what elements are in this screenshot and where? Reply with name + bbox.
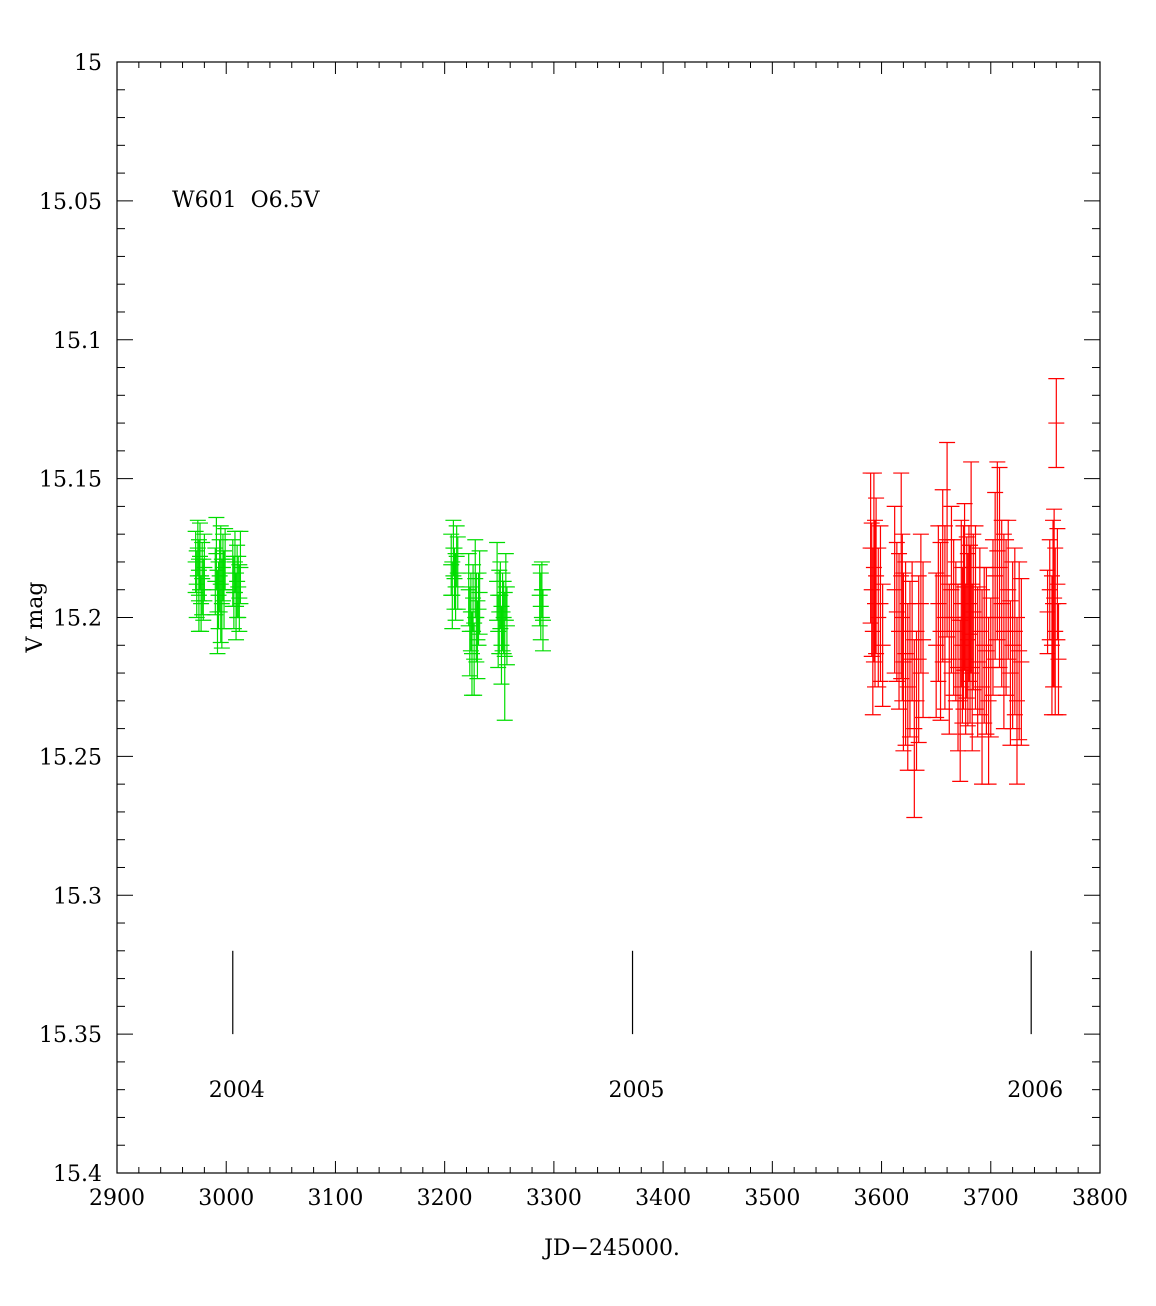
data-point — [965, 533, 982, 691]
data-point — [912, 533, 929, 674]
y-tick-label: 15.1 — [53, 329, 102, 354]
data-point — [1006, 547, 1023, 716]
x-tick-label: 3400 — [635, 1186, 691, 1211]
data-point — [872, 525, 889, 682]
y-tick-label: 15 — [74, 51, 102, 76]
data-point — [1002, 600, 1019, 746]
data-point — [446, 547, 463, 610]
data-point — [998, 539, 1015, 696]
data-point — [1048, 378, 1065, 469]
year-markers: 2004 2005 2006 — [209, 950, 1063, 1103]
data-point — [1011, 561, 1028, 741]
data-point — [993, 519, 1010, 688]
data-point — [908, 630, 925, 771]
data-point — [893, 472, 910, 680]
x-tick-label: 3500 — [744, 1186, 800, 1211]
data-point — [980, 616, 997, 785]
data-point — [1049, 528, 1066, 641]
y-tick-label: 15.35 — [39, 1023, 102, 1048]
data-point — [534, 589, 551, 652]
series-2 — [862, 378, 1067, 819]
data-point — [231, 564, 248, 632]
data-point — [498, 586, 515, 666]
data-point — [959, 553, 976, 727]
data-point — [192, 522, 209, 591]
data-point — [470, 572, 487, 646]
x-tick-label: 3800 — [1072, 1186, 1128, 1211]
data-point — [228, 572, 245, 641]
data-point — [934, 489, 951, 663]
data-point — [930, 525, 947, 682]
data-point — [1013, 578, 1030, 746]
data-point — [1000, 519, 1017, 660]
axis-ticks — [116, 61, 1101, 1174]
y-tick-label: 15.3 — [53, 884, 102, 909]
data-point — [870, 547, 887, 688]
data-point — [212, 525, 229, 644]
x-tick-label: 3700 — [963, 1186, 1019, 1211]
data-point — [941, 583, 958, 735]
year-marker-label: 2004 — [209, 1078, 265, 1103]
data-point — [874, 583, 891, 707]
y-tick-label: 15.25 — [39, 745, 102, 770]
data-point — [906, 639, 923, 819]
data-point — [230, 555, 247, 619]
y-axis-label: V mag — [23, 582, 48, 654]
data-point — [895, 572, 912, 752]
data-point — [232, 530, 249, 605]
x-tick-label: 3100 — [307, 1186, 363, 1211]
data-point — [928, 572, 945, 719]
data-point — [865, 472, 882, 663]
data-point — [915, 561, 932, 719]
data-point — [943, 505, 960, 674]
data-point — [987, 491, 1004, 660]
y-tick-labels: 15 15.05 15.1 15.15 15.2 15.25 15.3 15.35 15.4 — [39, 51, 102, 1187]
data-point — [532, 572, 549, 641]
data-point — [976, 566, 993, 724]
data-point — [496, 591, 513, 721]
data-point — [991, 466, 1008, 669]
year-marker-label: 2005 — [609, 1078, 665, 1103]
data-point — [196, 533, 213, 602]
data-point — [868, 497, 885, 655]
series-1 — [187, 516, 551, 721]
y-tick-label: 15.05 — [39, 190, 102, 215]
data-point — [1004, 561, 1021, 730]
data-point — [863, 522, 880, 657]
data-point — [932, 541, 949, 721]
data-point — [471, 550, 488, 635]
data-point — [193, 575, 210, 632]
y-tick-label: 15.4 — [53, 1162, 102, 1187]
x-tick-label: 2900 — [89, 1186, 145, 1211]
data-point — [1008, 616, 1025, 785]
year-marker-label: 2006 — [1007, 1078, 1063, 1103]
x-tick-labels: 2900 3000 3100 3200 3300 3400 3500 3600 3700 3800 — [89, 1186, 1128, 1211]
x-tick-label: 3300 — [526, 1186, 582, 1211]
x-tick-label: 3000 — [198, 1186, 254, 1211]
data-point — [1046, 508, 1063, 688]
data-point — [469, 600, 486, 680]
data-series — [187, 378, 1067, 819]
data-point — [495, 580, 512, 655]
data-point — [963, 461, 980, 674]
star-annotation: W601 O6.5V — [172, 188, 321, 213]
data-point — [989, 461, 1006, 641]
x-axis-label: JD−245000. — [542, 1236, 680, 1261]
data-point — [494, 572, 511, 652]
y-tick-label: 15.2 — [53, 607, 102, 632]
data-point — [531, 564, 548, 627]
y-tick-label: 15.15 — [39, 468, 102, 493]
x-tick-label: 3600 — [854, 1186, 910, 1211]
data-point — [1050, 603, 1067, 716]
data-point — [448, 525, 465, 588]
data-point — [886, 505, 903, 674]
data-point — [217, 528, 234, 591]
data-point — [974, 589, 991, 785]
x-tick-label: 3200 — [417, 1186, 473, 1211]
